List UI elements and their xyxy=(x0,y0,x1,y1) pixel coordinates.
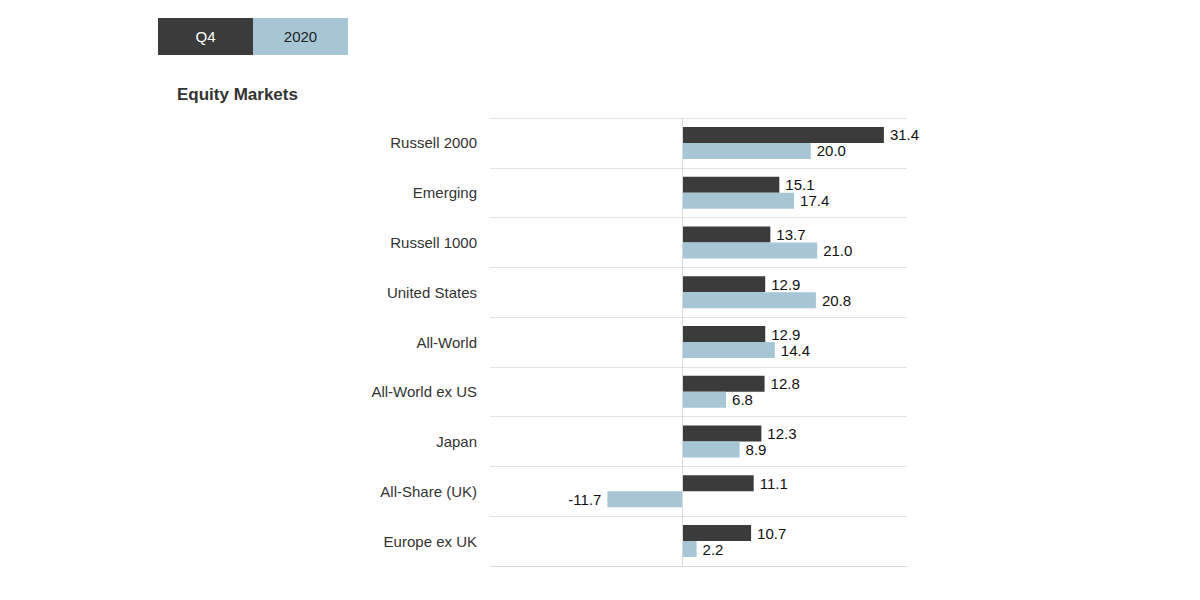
svg-text:2.2: 2.2 xyxy=(703,541,724,558)
svg-text:6.8: 6.8 xyxy=(732,391,753,408)
svg-text:United States: United States xyxy=(387,284,477,301)
svg-text:17.4: 17.4 xyxy=(800,192,829,209)
svg-text:10.7: 10.7 xyxy=(757,525,786,542)
svg-text:Russell 1000: Russell 1000 xyxy=(390,234,477,251)
svg-text:Russell 2000: Russell 2000 xyxy=(390,134,477,151)
svg-text:All-World ex US: All-World ex US xyxy=(371,383,477,400)
svg-text:20.8: 20.8 xyxy=(822,292,851,309)
svg-text:12.3: 12.3 xyxy=(767,425,796,442)
svg-text:13.7: 13.7 xyxy=(776,226,805,243)
svg-text:20.0: 20.0 xyxy=(817,142,846,159)
svg-text:12.9: 12.9 xyxy=(771,326,800,343)
svg-text:2020: 2020 xyxy=(284,28,317,45)
svg-text:8.9: 8.9 xyxy=(746,441,767,458)
svg-text:11.1: 11.1 xyxy=(760,475,788,492)
svg-text:Japan: Japan xyxy=(436,433,477,450)
svg-text:12.8: 12.8 xyxy=(771,375,800,392)
svg-text:15.1: 15.1 xyxy=(785,176,814,193)
svg-text:31.4: 31.4 xyxy=(890,126,919,143)
svg-text:-11.7: -11.7 xyxy=(568,491,601,508)
svg-text:All-World: All-World xyxy=(416,334,477,351)
svg-text:All-Share (UK): All-Share (UK) xyxy=(380,483,477,500)
svg-text:21.0: 21.0 xyxy=(823,242,852,259)
svg-text:Equity Markets: Equity Markets xyxy=(177,85,298,104)
svg-text:Emerging: Emerging xyxy=(413,184,477,201)
svg-text:Q4: Q4 xyxy=(195,28,215,45)
svg-text:Europe ex UK: Europe ex UK xyxy=(384,533,477,550)
svg-text:14.4: 14.4 xyxy=(781,342,810,359)
svg-text:12.9: 12.9 xyxy=(771,276,800,293)
